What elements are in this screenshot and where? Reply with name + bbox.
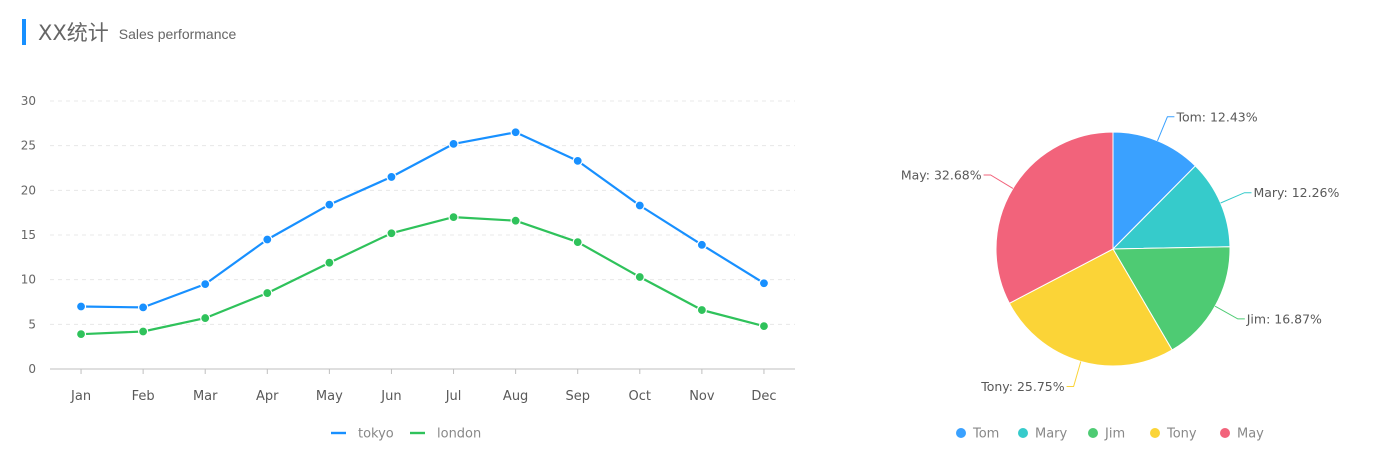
pie-label-may: May: 32.68% [901,167,982,182]
page-subtitle: Sales performance [118,26,237,42]
x-tick-label-aug: Aug [503,389,528,404]
pie-label-tom: Tom: 12.43% [1175,109,1257,124]
data-point-tokyo-dec [758,278,770,289]
pie-slice-jim [1112,246,1231,351]
pie-label-line-tony [1066,361,1082,387]
pie-label-mary: Mary: 12.26% [1253,185,1339,200]
legend-label-london: london [437,427,481,442]
y-tick-label-6: 30 [21,94,36,108]
legend-item-tony: Tony [1150,427,1197,442]
series-line-tokyo [80,131,765,309]
legend-item-may: May [1220,427,1264,442]
y-tick-label-0: 0 [28,362,36,376]
data-point-tokyo-jun [386,171,397,183]
y-tick-label-1: 5 [28,317,36,331]
data-point-tokyo-jul [448,138,459,149]
data-point-london-dec [758,321,770,332]
data-point-london-sep [572,237,583,248]
data-point-tokyo-jan [75,301,87,312]
legend-marker-tom [956,428,966,438]
x-tick-label-jan: Jan [70,389,91,404]
x-tick-label-dec: Dec [751,389,776,404]
legend-item-tom: Tom [956,427,999,442]
data-point-london-mar [200,312,211,324]
line-chart: 0 5 10 15 20 25 30 Jan Feb Mar Apr May Jun Jul Aug Sep O… [21,94,795,442]
legend-item-london: london [410,427,481,442]
pie-label-line-may [983,174,1014,189]
data-point-tokyo-apr [262,234,273,245]
y-tick-label-3: 15 [21,228,36,242]
data-point-london-may [324,257,335,268]
data-point-tokyo-nov [696,239,707,250]
x-tick-label-jun: Jun [380,389,401,404]
data-point-london-jun [386,228,397,239]
legend-label-may: May [1237,427,1264,442]
series-line-london [80,216,765,336]
legend-label-mary: Mary [1035,427,1068,442]
page-title: XX统计 [38,21,109,45]
pie-label-line-jim [1214,305,1245,320]
data-point-london-apr [262,287,273,299]
pie-label-tony: Tony: 25.75% [980,379,1065,394]
x-tick-label-nov: Nov [689,389,715,404]
pie-label-line-tom [1157,116,1175,141]
data-point-tokyo-oct [634,200,645,211]
data-point-london-aug [510,215,521,226]
pie-slice-tony [1008,248,1173,367]
x-tick-label-mar: Mar [193,389,218,404]
legend-item-mary: Mary [1018,427,1068,442]
y-tick-label-2: 10 [21,273,36,287]
legend-item-tokyo: tokyo [331,427,394,442]
data-point-tokyo-feb [138,302,149,313]
data-point-london-jan [75,329,87,340]
x-tick-label-feb: Feb [132,389,155,404]
x-tick-label-jul: Jul [445,389,462,404]
y-tick-label-5: 25 [21,139,36,153]
data-point-london-nov [696,304,707,316]
pie-label-line-mary [1220,192,1252,204]
legend-marker-may [1220,428,1230,438]
pie-slice-tom [1112,131,1197,251]
data-point-tokyo-may [324,199,335,210]
x-tick-label-oct: Oct [629,389,651,404]
legend-label-tokyo: tokyo [358,427,394,442]
pie-chart: Tom: 12.43% Mary: 12.26% Jim: 16.87% Tony: … [901,109,1340,442]
legend-label-tom: Tom [972,427,999,442]
legend-marker-jim [1088,428,1098,438]
pie-slice-mary [1111,165,1231,250]
x-tick-label-sep: Sep [565,389,590,404]
header-accent-bar [22,19,26,45]
pie-label-jim: Jim: 16.87% [1246,311,1322,326]
data-point-london-oct [634,271,645,283]
data-point-tokyo-mar [200,279,211,290]
x-tick-label-may: May [316,389,343,404]
data-point-tokyo-sep [572,155,583,166]
data-point-tokyo-aug [510,127,521,138]
pie-slice-may [995,131,1114,304]
x-tick-label-apr: Apr [256,389,279,404]
legend-marker-tony [1150,428,1160,438]
legend-marker-mary [1018,428,1028,438]
legend-item-jim: Jim [1088,427,1125,442]
legend-label-tony: Tony [1166,427,1197,442]
data-point-london-feb [138,326,149,337]
data-point-london-jul [448,212,459,223]
legend-label-jim: Jim [1104,427,1125,442]
page-header: XX统计 Sales performance [22,18,236,46]
y-tick-label-4: 20 [21,183,36,197]
